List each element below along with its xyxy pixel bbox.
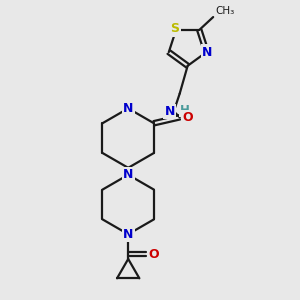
Text: N: N <box>123 168 134 181</box>
Text: N: N <box>123 102 134 115</box>
Text: N: N <box>202 46 213 59</box>
Text: H: H <box>180 104 190 117</box>
Text: N: N <box>123 228 134 241</box>
Text: N: N <box>165 105 175 118</box>
Text: CH₃: CH₃ <box>215 6 234 16</box>
Text: O: O <box>149 248 159 260</box>
Text: O: O <box>182 111 193 124</box>
Text: S: S <box>170 22 179 35</box>
